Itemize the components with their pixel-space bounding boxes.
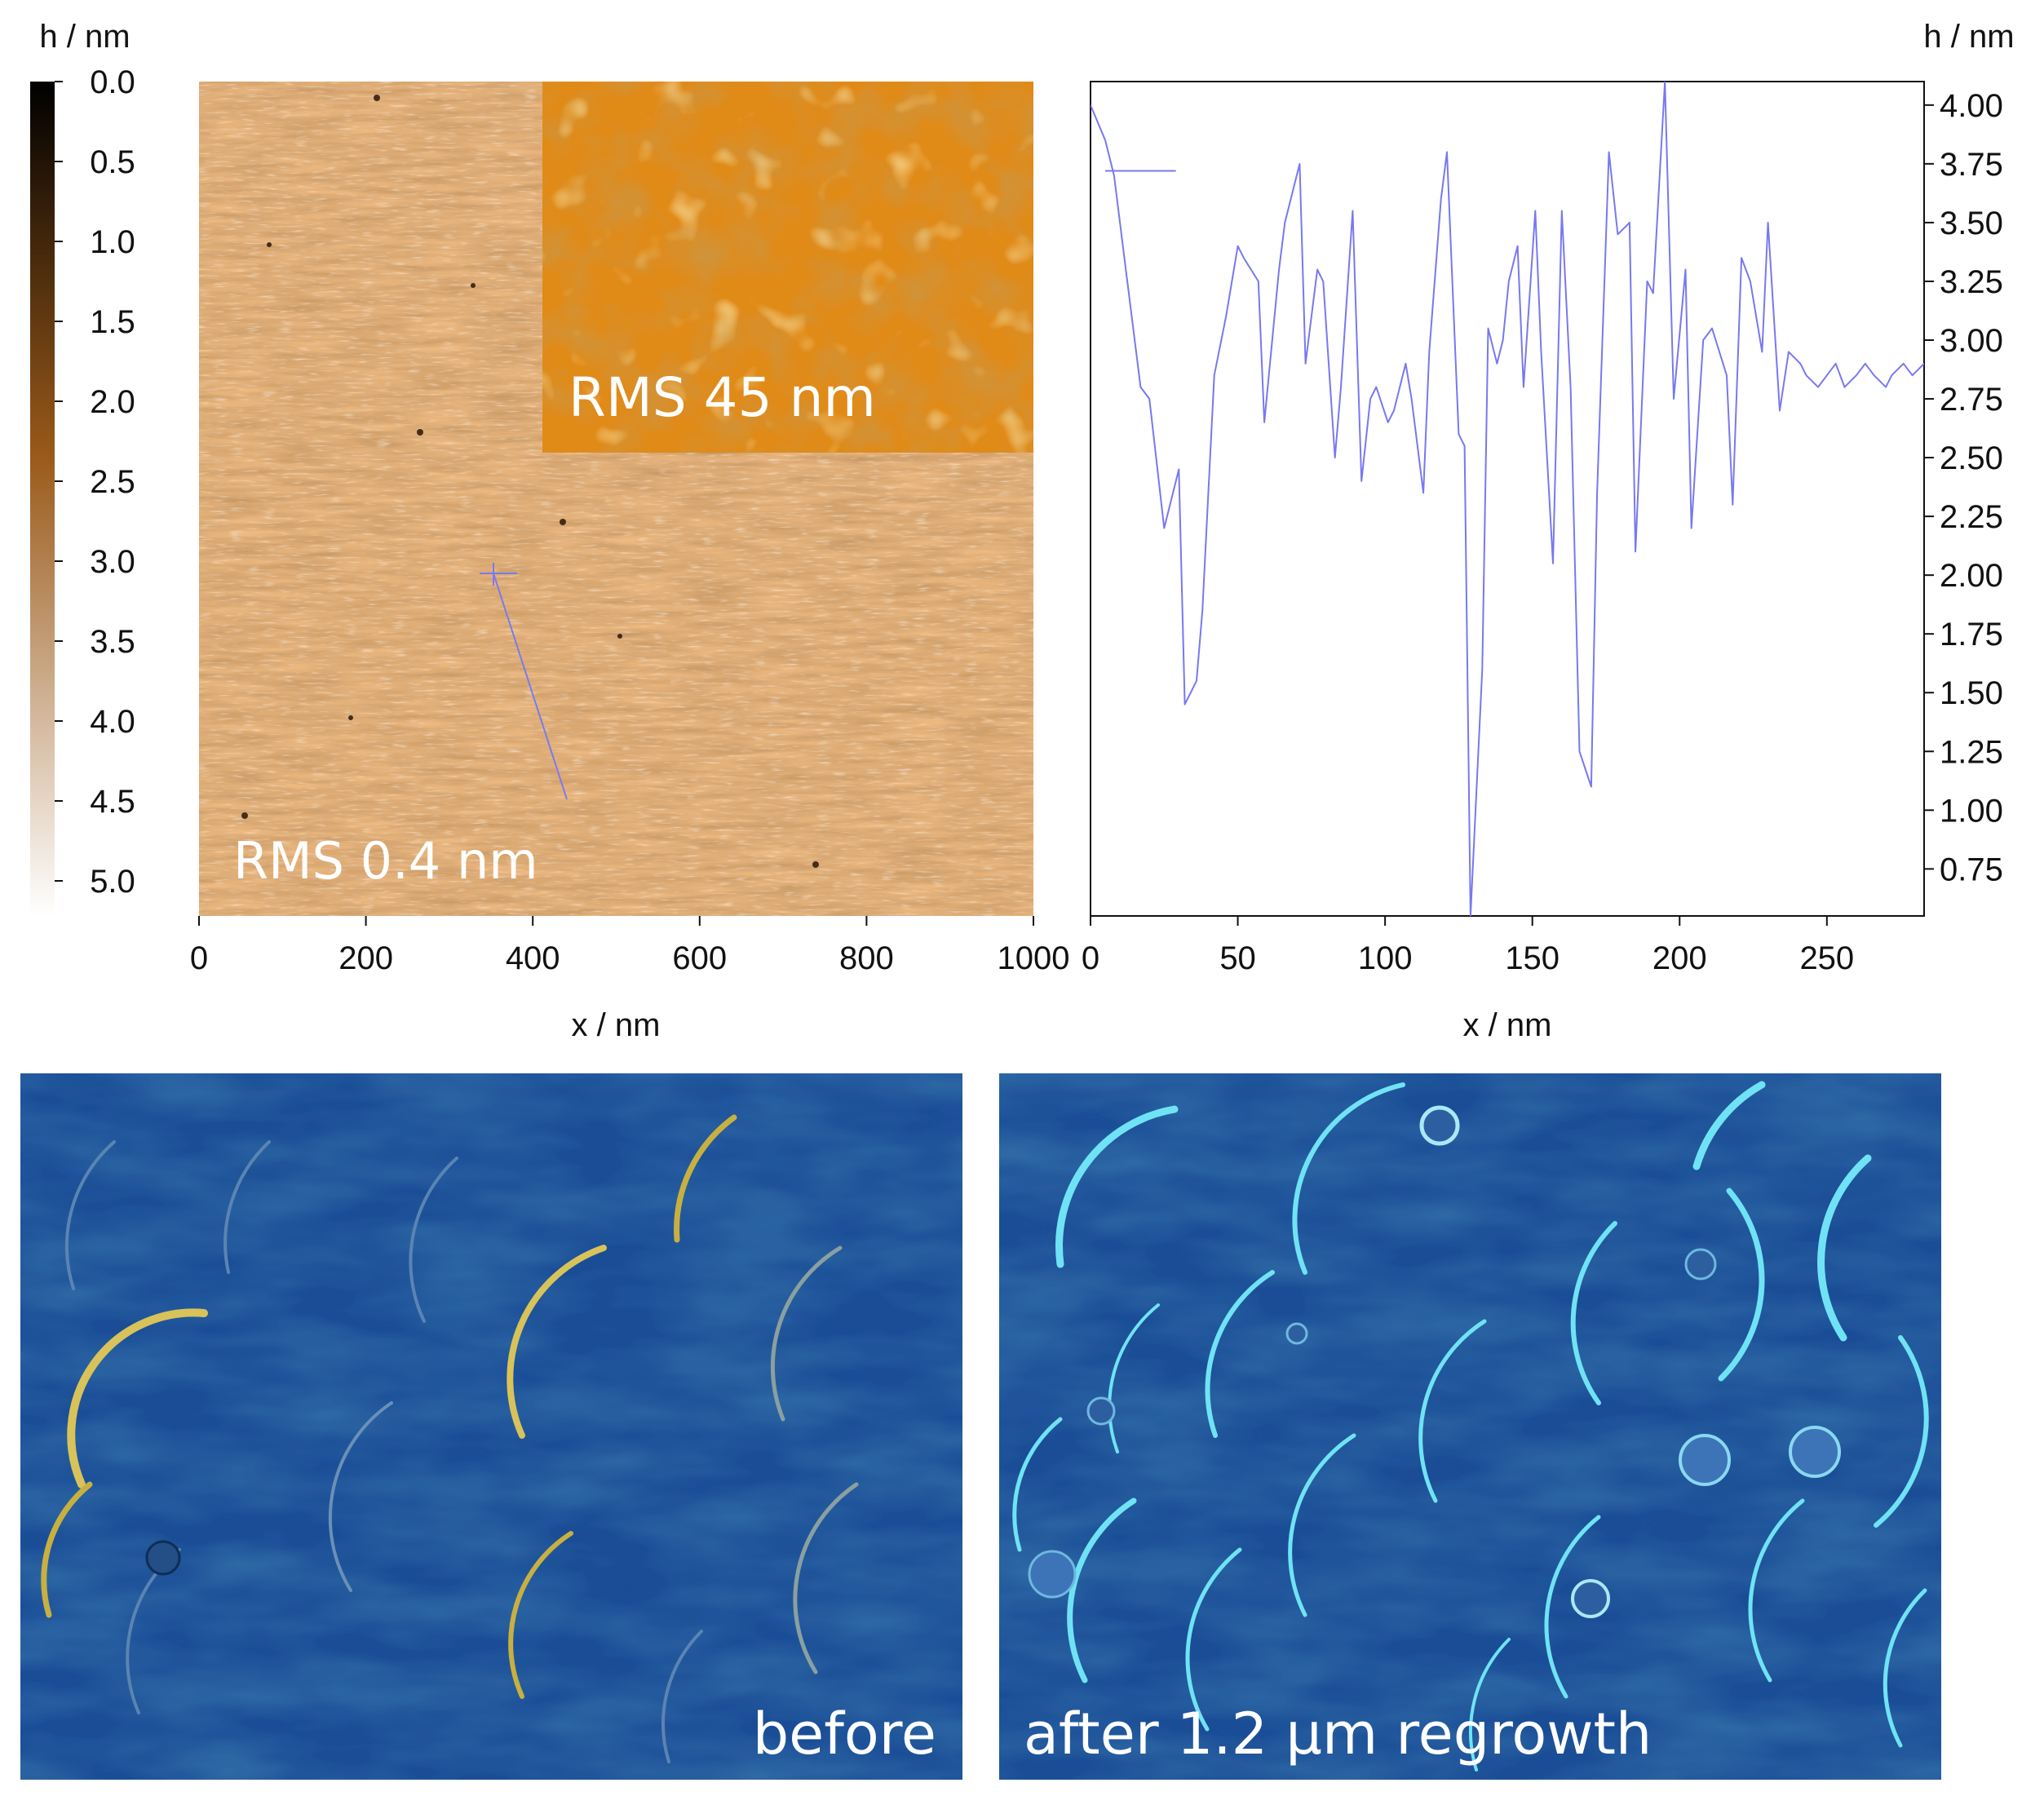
colorbar-tick-label: 1.5: [90, 304, 135, 340]
afm-inset-peaks: [542, 82, 1033, 453]
profile-y-tick-label: 1.00: [1940, 793, 2003, 829]
colorbar-tick-label: 4.0: [90, 704, 135, 740]
profile-y-tick-label: 2.00: [1940, 558, 2003, 594]
inset-rms-label: RMS 45 nm: [569, 366, 876, 429]
afm-x-tick-label: 200: [338, 940, 393, 976]
micrograph-after: after 1.2 µm regrowth: [999, 1073, 1941, 1780]
colorbar-tick-label: 0.0: [90, 64, 135, 100]
afm-x-tick-label: 400: [506, 940, 560, 976]
profile-y-tick-label: 3.25: [1940, 264, 2003, 300]
colorbar-tick-label: 3.5: [90, 624, 135, 660]
profile-y-tick-label: 2.25: [1940, 499, 2003, 535]
afm-inset: RMS 45 nm: [542, 82, 1033, 453]
afm-x-axis-label: x / nm: [572, 1007, 661, 1043]
profile-x-tick-label: 200: [1652, 940, 1707, 976]
after-pits: [1028, 1105, 1841, 1618]
profile-chart: h / nm 0.75 1.00 1.25 1.50 1.75 2.00 2.25 2.50 2…: [1082, 19, 2015, 1043]
after-step-edges: [1012, 1081, 1929, 1772]
profile-plot-frame: [1090, 81, 1925, 917]
profile-y-tick-label: 1.50: [1940, 675, 2003, 711]
profile-y-tick-label: 1.25: [1940, 734, 2003, 770]
after-label: after 1.2 µm regrowth: [1024, 1701, 1652, 1767]
afm-x-tick-label: 0: [190, 940, 208, 976]
colorbar-tick-label: 3.0: [90, 544, 135, 580]
colorbar-gradient: [30, 82, 55, 916]
profile-y-ticks: 0.75 1.00 1.25 1.50 1.75 2.00 2.25 2.50 2.75 3.00…: [1924, 88, 2003, 887]
colorbar-tick-label: 2.5: [90, 464, 135, 500]
profile-x-tick-label: 0: [1082, 940, 1099, 976]
colorbar-tick-label: 0.5: [90, 144, 135, 180]
profile-y-axis-label: h / nm: [1923, 19, 2014, 55]
colorbar-tick-label: 5.0: [90, 864, 135, 900]
afm-rms-label: RMS 0.4 nm: [233, 831, 538, 891]
profile-x-tick-label: 250: [1799, 940, 1854, 976]
afm-x-tick-label: 600: [672, 940, 727, 976]
profile-y-tick-label: 1.75: [1940, 617, 2003, 652]
colorbar-ticks: 0.0 0.5 1.0 1.5 2.0 2.5 3.0 3.5 4.0 4.5 5.0: [55, 64, 135, 900]
profile-y-tick-label: 4.00: [1940, 88, 2003, 124]
colorbar-unit-label: h / nm: [39, 19, 130, 55]
colorbar-tick-label: 4.5: [90, 784, 135, 820]
profile-x-tick-label: 100: [1358, 940, 1413, 976]
profile-y-tick-label: 3.00: [1940, 323, 2003, 359]
before-pit: [145, 1540, 181, 1576]
profile-y-tick-label: 2.50: [1940, 440, 2003, 476]
afm-x-tick-label: 1000: [998, 940, 1070, 976]
profile-x-ticks: 0 50 100 150 200 250: [1082, 916, 1854, 976]
afm-height-map: RMS 45 nm RMS 0.4 nm 0 200 400 600 800 1000 x…: [190, 82, 1070, 1043]
before-label: before: [753, 1701, 936, 1767]
colorbar: h / nm 0.0 0.5 1.0 1.5 2.0 2.5 3.0 3.5 4.0 4.5 5.0: [30, 19, 135, 916]
profile-x-tick-label: 50: [1219, 940, 1256, 976]
profile-y-tick-label: 3.75: [1940, 147, 2003, 183]
afm-x-ticks: 0 200 400 600 800 1000: [190, 916, 1070, 976]
profile-line-marker: [480, 563, 568, 800]
afm-x-tick-label: 800: [839, 940, 894, 976]
profile-series: [1091, 82, 1924, 916]
profile-x-axis-label: x / nm: [1463, 1007, 1552, 1043]
micrograph-before: before: [20, 1073, 962, 1780]
profile-y-tick-label: 0.75: [1940, 852, 2003, 887]
micrograph-before-texture: [20, 1073, 962, 1780]
profile-x-tick-label: 150: [1505, 940, 1560, 976]
profile-y-tick-label: 3.50: [1940, 206, 2003, 241]
colorbar-tick-label: 2.0: [90, 384, 135, 420]
profile-y-tick-label: 2.75: [1940, 382, 2003, 418]
profile-height-line: [1091, 82, 1924, 916]
colorbar-tick-label: 1.0: [90, 224, 135, 260]
micrograph-after-texture: [999, 1073, 1941, 1780]
